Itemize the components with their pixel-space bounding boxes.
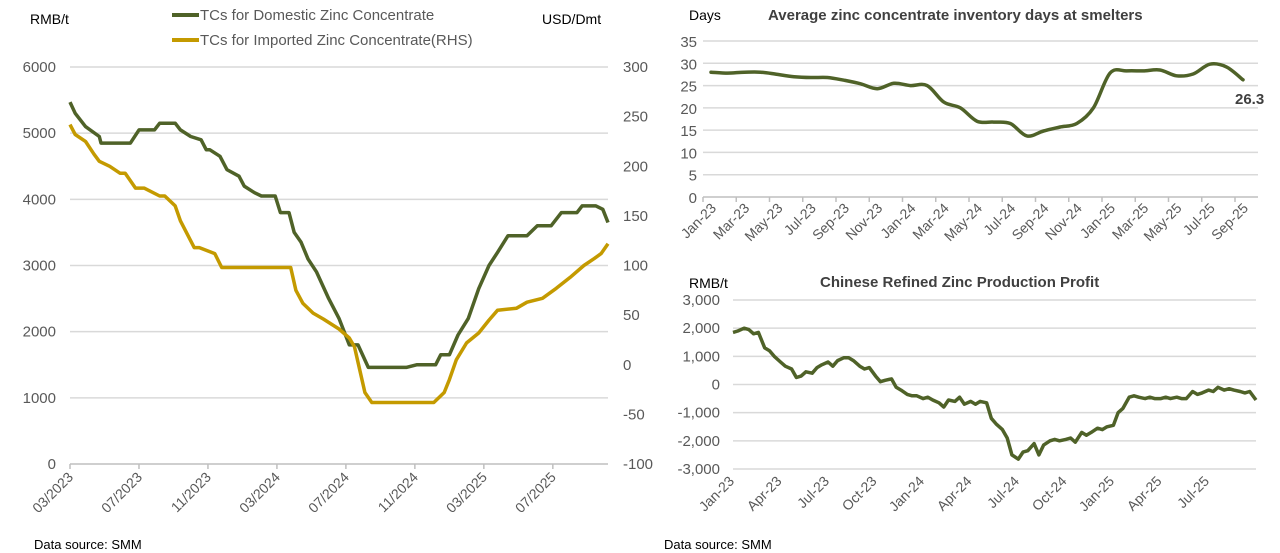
y-tick-label-right: 250 bbox=[623, 109, 648, 126]
y-tick-label: -1,000 bbox=[677, 405, 720, 422]
y-tick-label-right: 150 bbox=[623, 208, 648, 225]
tc-x-axis: 03/2023 07/2023 11/2023 03/2024 07/2024 11/20… bbox=[29, 464, 559, 516]
x-tick-label: Jul-24 bbox=[984, 473, 1022, 511]
x-tick-label: 07/2025 bbox=[512, 469, 559, 516]
y-tick-label-right: -50 bbox=[623, 406, 645, 423]
x-tick-label: Jan-25 bbox=[1076, 473, 1118, 515]
tc-data-source: Data source: SMM bbox=[34, 537, 142, 552]
series-line-profit bbox=[732, 326, 1258, 461]
y-tick-label: -2,000 bbox=[677, 433, 720, 450]
profit-gridlines bbox=[733, 299, 1256, 470]
x-tick-label: May-25 bbox=[1140, 200, 1184, 244]
series-line-imported bbox=[68, 123, 610, 405]
y-tick-label: 10 bbox=[680, 145, 697, 162]
profit-chart: -3,000 -2,000 -1,000 0 1,000 2,000 3,000 Jan-2… bbox=[664, 274, 1258, 552]
y-tick-label-left: 2000 bbox=[23, 324, 56, 341]
inventory-last-value-label: 26.3 bbox=[1235, 91, 1264, 108]
inventory-title: Average zinc concentrate inventory days … bbox=[768, 7, 1143, 24]
y-tick-label: 30 bbox=[680, 56, 697, 73]
y-tick-label: -3,000 bbox=[677, 461, 720, 478]
x-tick-label: Oct-24 bbox=[1029, 473, 1070, 514]
tc-y-axis-right: -100 -50 0 50 100 150 200 250 300 bbox=[623, 59, 653, 473]
x-tick-label: Jan-24 bbox=[886, 473, 928, 515]
tc-left-unit: RMB/t bbox=[30, 11, 69, 27]
profit-title: Chinese Refined Zinc Production Profit bbox=[820, 274, 1099, 291]
y-tick-label-right: 300 bbox=[623, 59, 648, 76]
y-tick-label: 0 bbox=[712, 377, 720, 394]
x-tick-label: May-23 bbox=[741, 200, 785, 244]
inventory-x-axis: Jan-23Mar-23May-23Jul-23Sep-23Nov-23Jan-… bbox=[678, 197, 1251, 244]
x-tick-label: Sep-25 bbox=[1208, 200, 1251, 243]
y-tick-label: 25 bbox=[680, 79, 697, 96]
profit-series bbox=[732, 326, 1258, 461]
y-tick-label-right: 0 bbox=[623, 357, 631, 374]
x-tick-label: 07/2023 bbox=[98, 469, 145, 516]
tc-right-unit: USD/Dmt bbox=[542, 11, 601, 27]
inventory-gridlines bbox=[703, 40, 1258, 198]
x-tick-label: Apr-25 bbox=[1124, 473, 1165, 514]
profit-unit: RMB/t bbox=[689, 275, 728, 291]
profit-x-axis: Jan-23 Apr-23 Jul-23 Oct-23 Jan-24 Apr-24 Jul-… bbox=[696, 473, 1213, 515]
y-tick-label: 35 bbox=[680, 34, 697, 51]
tc-y-axis-left: 0 1000 2000 3000 4000 5000 6000 bbox=[23, 59, 56, 473]
x-tick-label: Nov-23 bbox=[842, 200, 885, 243]
y-tick-label: 0 bbox=[689, 190, 697, 207]
x-tick-label: Nov-24 bbox=[1042, 200, 1085, 243]
y-tick-label: 15 bbox=[680, 123, 697, 140]
x-tick-label: Apr-24 bbox=[934, 473, 975, 514]
y-tick-label: 5 bbox=[689, 168, 697, 185]
x-tick-label: Jul-23 bbox=[794, 473, 832, 511]
inventory-unit: Days bbox=[689, 7, 721, 23]
x-tick-label: Jul-25 bbox=[1174, 473, 1212, 511]
tc-series bbox=[68, 101, 610, 405]
inventory-y-axis: 0 5 10 15 20 25 30 35 bbox=[680, 34, 697, 207]
x-tick-label: Oct-23 bbox=[839, 473, 880, 514]
y-tick-label-right: 100 bbox=[623, 258, 648, 275]
profit-data-source: Data source: SMM bbox=[664, 537, 772, 552]
y-tick-label-right: 50 bbox=[623, 307, 640, 324]
y-tick-label-left: 6000 bbox=[23, 59, 56, 76]
y-tick-label-left: 1000 bbox=[23, 390, 56, 407]
profit-y-axis: -3,000 -2,000 -1,000 0 1,000 2,000 3,000 bbox=[677, 292, 720, 478]
x-tick-label: 03/2023 bbox=[29, 469, 76, 516]
x-tick-label: 11/2023 bbox=[168, 469, 215, 516]
tc-legend: TCs for Domestic Zinc Concentrate TCs fo… bbox=[172, 7, 473, 49]
y-tick-label: 20 bbox=[680, 101, 697, 118]
series-line-inventory-days bbox=[709, 62, 1245, 138]
x-tick-label: 03/2024 bbox=[236, 469, 283, 516]
x-tick-label: 03/2025 bbox=[443, 469, 490, 516]
x-tick-label: May-24 bbox=[941, 200, 985, 244]
y-tick-label-right: -100 bbox=[623, 456, 653, 473]
y-tick-label-left: 3000 bbox=[23, 258, 56, 275]
x-tick-label: 11/2024 bbox=[375, 469, 422, 516]
y-tick-label-right: 200 bbox=[623, 158, 648, 175]
y-tick-label: 3,000 bbox=[682, 292, 720, 309]
x-tick-label: Jan-23 bbox=[696, 473, 738, 515]
y-tick-label-left: 0 bbox=[48, 456, 56, 473]
y-tick-label: 1,000 bbox=[682, 348, 720, 365]
inventory-days-chart: 0 5 10 15 20 25 30 35 Jan-23Mar-23May-23Jul-23S… bbox=[678, 7, 1265, 244]
series-line-domestic bbox=[68, 101, 610, 370]
y-tick-label-left: 5000 bbox=[23, 125, 56, 142]
y-tick-label-left: 4000 bbox=[23, 191, 56, 208]
inventory-series bbox=[709, 62, 1245, 138]
x-tick-label: 07/2024 bbox=[305, 469, 352, 516]
x-tick-label: Apr-23 bbox=[744, 473, 785, 514]
tc-chart: 0 1000 2000 3000 4000 5000 6000 -100 -50 0 50 100 1… bbox=[23, 7, 653, 552]
legend-label-domestic: TCs for Domestic Zinc Concentrate bbox=[200, 7, 434, 24]
y-tick-label: 2,000 bbox=[682, 320, 720, 337]
legend-label-imported: TCs for Imported Zinc Concentrate(RHS) bbox=[200, 32, 473, 49]
tc-gridlines bbox=[70, 66, 608, 465]
